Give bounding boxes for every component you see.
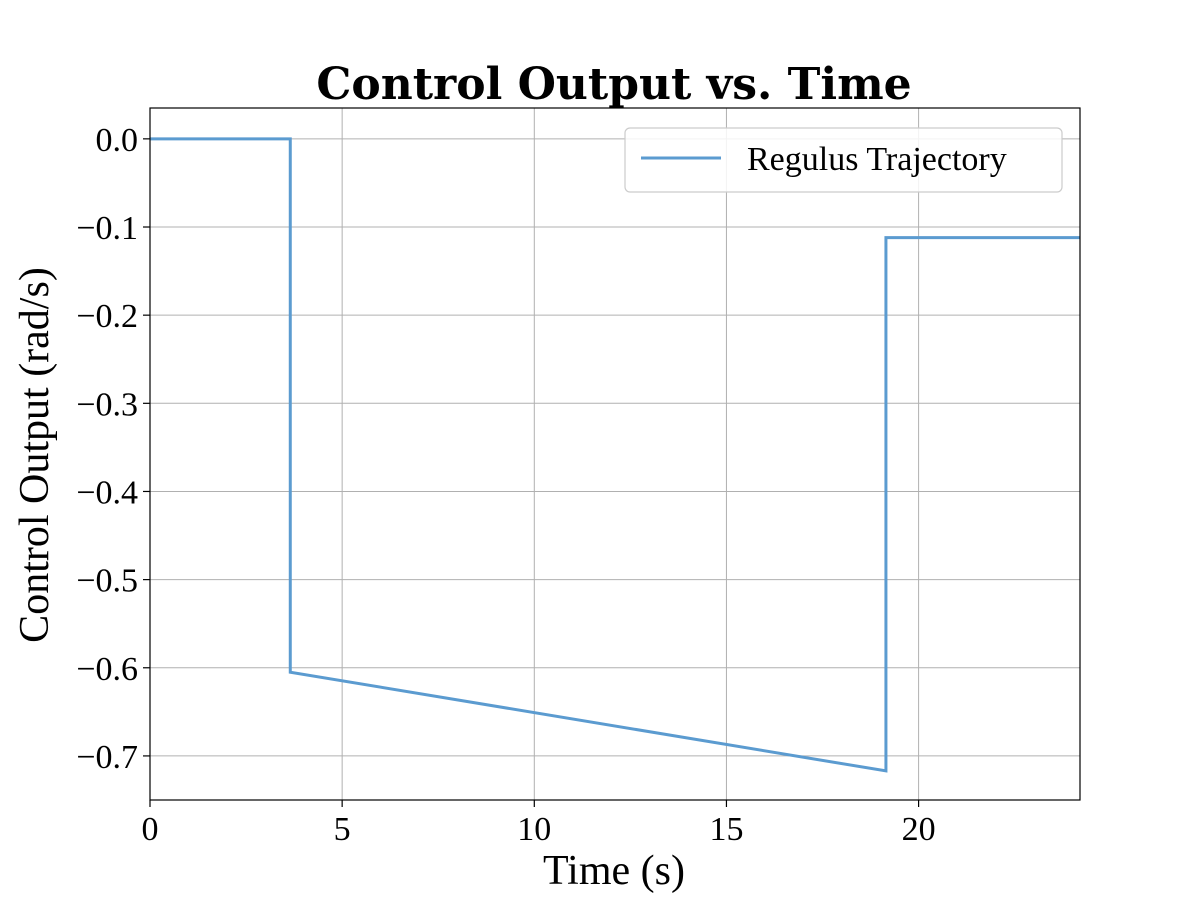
y-tick-label: −0.2 bbox=[76, 298, 138, 335]
x-tick-label: 20 bbox=[902, 811, 936, 848]
x-tick-label: 5 bbox=[334, 811, 351, 848]
legend: Regulus Trajectory bbox=[624, 127, 1063, 193]
axes-frame bbox=[149, 107, 1081, 801]
legend-box bbox=[624, 127, 1063, 193]
y-tick-label: −0.7 bbox=[76, 739, 138, 776]
y-axis-label: Control Output (rad/s) bbox=[12, 267, 58, 643]
y-tick-label: 0.0 bbox=[96, 122, 139, 159]
x-tick-label: 15 bbox=[709, 811, 743, 848]
y-tick-label: −0.5 bbox=[76, 563, 138, 600]
y-tick-label: −0.1 bbox=[76, 210, 138, 247]
x-tick-label: 0 bbox=[142, 811, 159, 848]
y-tick-label: −0.4 bbox=[76, 474, 138, 511]
grid bbox=[149, 108, 1080, 800]
y-tick-label: −0.6 bbox=[76, 651, 138, 688]
series-line-regulus-trajectory bbox=[150, 137, 1080, 773]
y-tick-label: −0.3 bbox=[76, 386, 138, 423]
ticks: 0 5 10 15 20 0.0 −0.1 −0.2 −0.3 −0.4 −0.5 −0.6 −0.7 bbox=[76, 122, 935, 848]
legend-label: Regulus Trajectory bbox=[747, 141, 1007, 178]
x-tick-label: 10 bbox=[517, 811, 551, 848]
series-layer bbox=[150, 137, 1080, 773]
chart-title: Control Output vs. Time bbox=[316, 59, 911, 110]
x-axis-label: Time (s) bbox=[543, 848, 685, 894]
